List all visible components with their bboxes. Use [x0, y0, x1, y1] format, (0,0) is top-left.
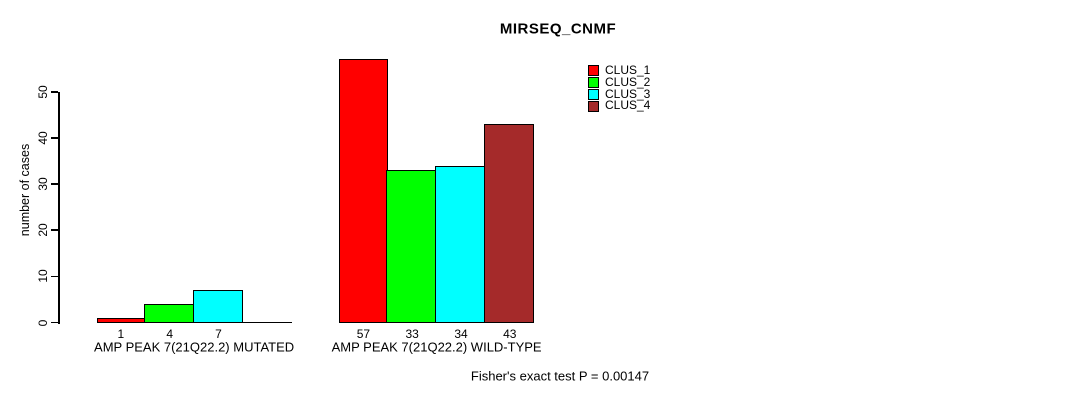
- bar-CLUS_2-group1: [143, 304, 195, 324]
- legend-label: CLUS_3: [605, 86, 651, 101]
- bar-value-label: 43: [503, 327, 517, 341]
- legend-swatch-icon: [588, 88, 599, 100]
- y-tick: [51, 321, 58, 324]
- bar-CLUS_2-group2: [386, 170, 437, 324]
- legend-swatch-icon: [588, 77, 599, 89]
- fisher-test-annotation: Fisher's exact test P = 0.00147: [470, 368, 650, 384]
- y-tick: [51, 183, 58, 185]
- bar-value-label: 34: [454, 327, 468, 341]
- legend-label: CLUS_1: [605, 63, 651, 77]
- group-label: AMP PEAK 7(21Q22.2) MUTATED: [94, 339, 295, 355]
- chart-title: MIRSEQ_CNMF: [499, 20, 617, 38]
- y-tick-label: 0: [36, 319, 50, 326]
- legend-row-CLUS_1: CLUS_1: [588, 63, 651, 77]
- legend-row-CLUS_3: CLUS_3: [588, 86, 651, 101]
- y-tick: [51, 137, 58, 139]
- y-axis-line: [58, 91, 60, 324]
- legend: CLUS_1 CLUS_2 CLUS_3 CLUS_4: [588, 63, 651, 113]
- y-tick: [51, 229, 58, 231]
- bar-CLUS_3-group2: [435, 165, 486, 324]
- bar-CLUS_4-group2: [483, 124, 535, 324]
- y-tick-label: 40: [36, 131, 50, 145]
- y-tick-label: 20: [36, 223, 50, 237]
- legend-label: CLUS_4: [605, 98, 651, 113]
- bar-CLUS_1-group1: [96, 317, 146, 324]
- y-tick-label: 30: [36, 177, 50, 191]
- bar-value-label: 7: [215, 327, 222, 341]
- y-tick-label: 50: [36, 85, 50, 99]
- bar-CLUS_3-group1: [192, 290, 243, 324]
- legend-row-CLUS_2: CLUS_2: [588, 74, 651, 89]
- legend-swatch-icon: [588, 100, 599, 112]
- bar-CLUS_1-group2: [339, 59, 388, 324]
- legend-swatch-icon: [588, 65, 599, 77]
- y-tick-label: 10: [36, 269, 50, 284]
- bar-value-label: 33: [405, 327, 419, 341]
- y-tick: [51, 91, 58, 93]
- y-tick: [51, 275, 58, 278]
- group-label: AMP PEAK 7(21Q22.2) WILD-TYPE: [331, 339, 542, 355]
- bar-value-label: 57: [356, 327, 371, 341]
- legend-label: CLUS_2: [605, 74, 651, 89]
- legend-row-CLUS_4: CLUS_4: [588, 98, 651, 113]
- bar-value-label: 4: [166, 327, 174, 341]
- bar-value-label: 1: [117, 327, 125, 341]
